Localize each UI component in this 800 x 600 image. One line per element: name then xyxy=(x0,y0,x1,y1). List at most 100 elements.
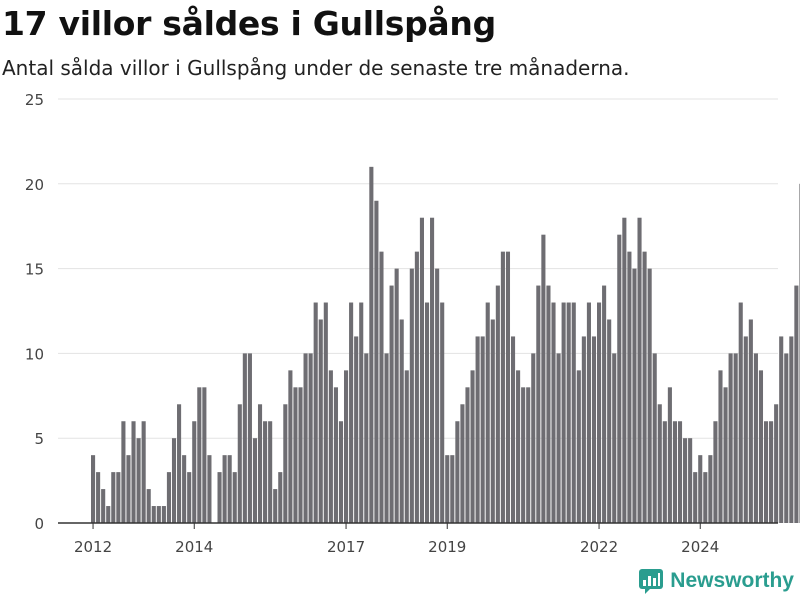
bar xyxy=(404,370,409,523)
bar xyxy=(541,234,546,523)
bar xyxy=(490,319,495,523)
bar xyxy=(389,285,394,523)
y-tick-label: 25 xyxy=(25,91,44,109)
bar xyxy=(769,421,774,523)
bar xyxy=(526,387,531,523)
bar xyxy=(495,285,500,523)
bar xyxy=(662,421,667,523)
bar xyxy=(794,285,799,523)
bar xyxy=(470,370,475,523)
bar xyxy=(197,387,202,523)
bar xyxy=(242,353,247,523)
bar xyxy=(247,353,252,523)
bar xyxy=(480,336,485,523)
bar xyxy=(338,421,344,523)
bar xyxy=(500,251,505,523)
bar xyxy=(708,455,713,523)
y-tick-label: 0 xyxy=(34,515,44,533)
bar xyxy=(602,285,607,523)
bar xyxy=(354,336,359,523)
bar xyxy=(672,421,677,523)
bar xyxy=(384,353,389,523)
bar xyxy=(313,302,318,523)
bar xyxy=(344,370,349,523)
bar xyxy=(677,421,683,523)
bar xyxy=(227,455,232,523)
bar xyxy=(607,319,612,523)
bar xyxy=(409,268,414,523)
bar xyxy=(278,472,283,523)
bar xyxy=(647,268,652,523)
bar xyxy=(652,353,657,523)
bar xyxy=(591,336,597,523)
bar xyxy=(688,438,693,523)
bar xyxy=(632,268,637,523)
bar xyxy=(576,370,581,523)
bar xyxy=(612,353,617,523)
bar xyxy=(283,404,288,523)
bar xyxy=(510,336,516,523)
bar xyxy=(622,217,627,523)
bar xyxy=(551,302,556,523)
bar xyxy=(571,302,576,523)
bar xyxy=(753,353,758,523)
bar xyxy=(166,472,171,523)
bar xyxy=(217,472,222,523)
bar xyxy=(465,387,470,523)
bar xyxy=(419,217,424,523)
newsworthy-logo-text: Newsworthy xyxy=(670,569,794,592)
chart-subtitle: Antal sålda villor i Gullspång under de … xyxy=(2,56,630,80)
bar xyxy=(758,370,764,523)
bar xyxy=(713,421,718,523)
bar xyxy=(161,506,166,523)
bar xyxy=(728,353,733,523)
bar xyxy=(450,455,455,523)
bar xyxy=(521,387,526,523)
bar xyxy=(733,353,738,523)
newsworthy-logo-icon xyxy=(639,569,664,594)
x-tick-label: 2024 xyxy=(681,538,719,556)
bar xyxy=(263,421,268,523)
bar xyxy=(485,302,490,523)
bar xyxy=(126,455,131,523)
bar xyxy=(288,370,293,523)
bar xyxy=(136,438,141,523)
bar xyxy=(394,268,399,523)
y-tick-label: 15 xyxy=(25,261,44,279)
bar xyxy=(455,421,460,523)
bar xyxy=(516,370,521,523)
bar xyxy=(657,404,662,523)
bar xyxy=(379,251,384,523)
x-tick-label: 2022 xyxy=(580,538,618,556)
newsworthy-logo: Newsworthy xyxy=(638,568,794,594)
bar xyxy=(531,353,536,523)
bar xyxy=(637,217,642,523)
bar xyxy=(683,438,688,523)
bar xyxy=(460,404,465,523)
bar xyxy=(303,353,308,523)
bar xyxy=(171,438,177,523)
bar xyxy=(359,302,364,523)
bar xyxy=(273,489,278,523)
bar xyxy=(536,285,541,523)
bar xyxy=(252,438,258,523)
bar xyxy=(445,455,450,523)
bar xyxy=(475,336,480,523)
bar xyxy=(667,387,672,523)
bar xyxy=(298,387,303,523)
x-tick-label: 2012 xyxy=(74,538,112,556)
x-tick-label: 2017 xyxy=(327,538,365,556)
bar xyxy=(232,472,237,523)
bar xyxy=(435,268,440,523)
bar xyxy=(116,472,121,523)
bar xyxy=(703,472,708,523)
y-tick-label: 10 xyxy=(25,345,44,363)
x-tick-label: 2019 xyxy=(428,538,466,556)
bar xyxy=(399,319,404,523)
bar xyxy=(556,353,561,523)
bar xyxy=(293,387,298,523)
bar xyxy=(146,489,151,523)
bar xyxy=(187,472,192,523)
bar xyxy=(268,421,273,523)
